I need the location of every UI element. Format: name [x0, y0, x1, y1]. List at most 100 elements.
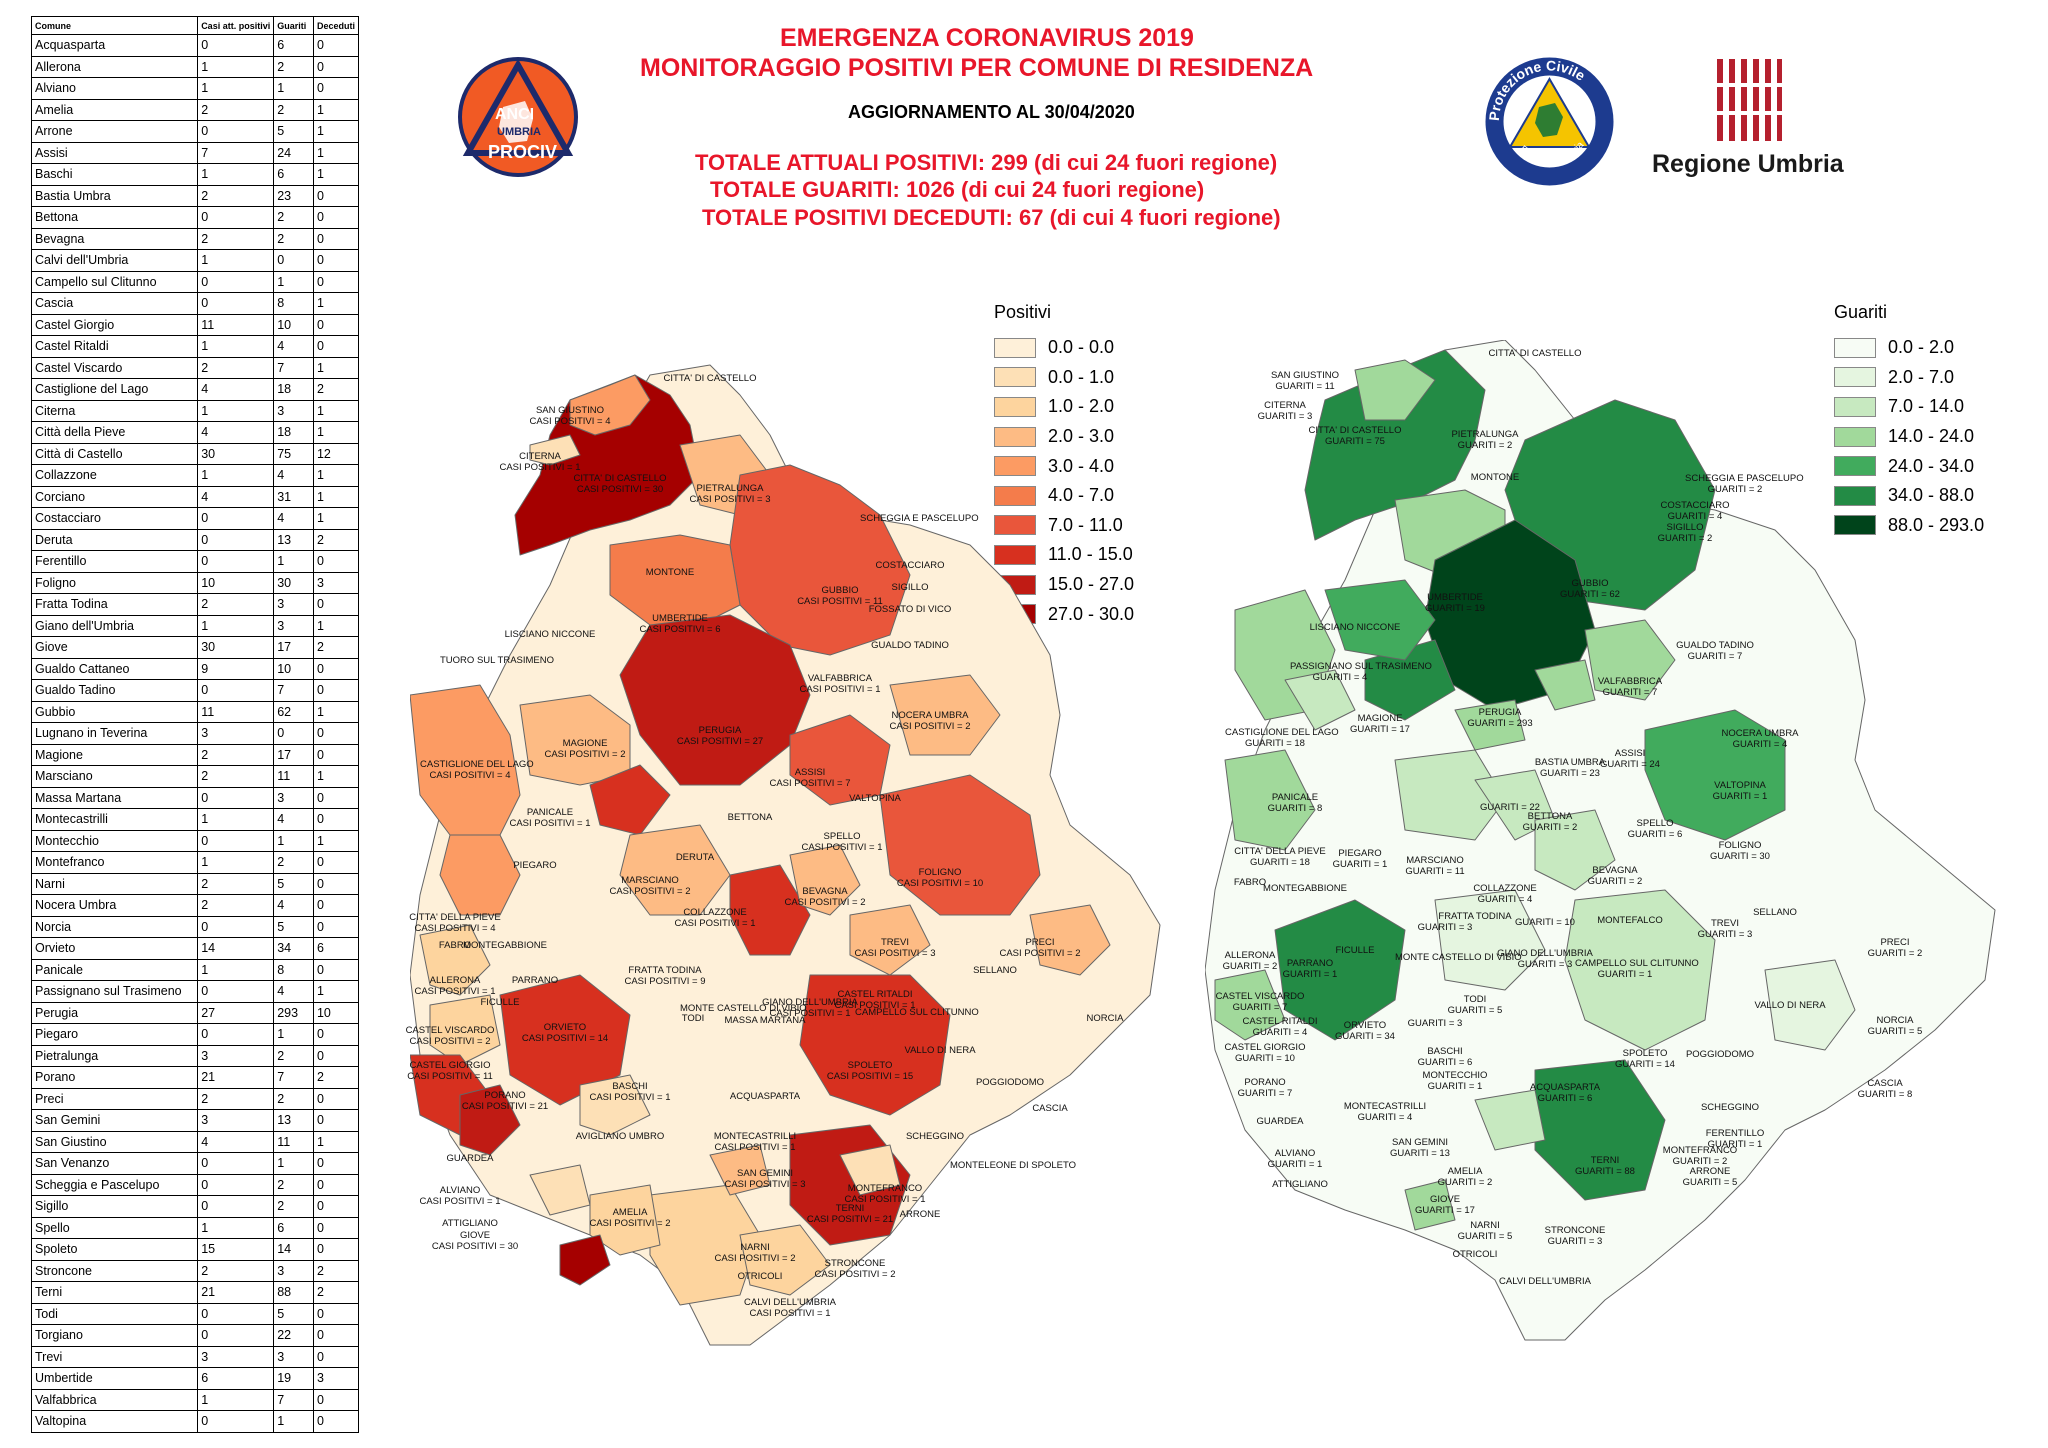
legend-label: 14.0 - 24.0	[1888, 426, 1975, 447]
legend-swatch	[994, 544, 1036, 565]
cell-deceduti: 0	[312, 1345, 360, 1368]
map-label: BASTIA UMBRA	[1534, 757, 1606, 768]
cell-deceduti: 0	[312, 808, 360, 831]
legend-label: 2.0 - 7.0	[1888, 366, 1955, 387]
cell-positivi: 3	[197, 722, 275, 745]
cell-deceduti: 0	[312, 1410, 360, 1433]
table-row: Acquasparta 0 6 0	[30, 34, 360, 57]
legend-swatch	[994, 485, 1036, 506]
cell-comune: Collazzone	[30, 464, 199, 487]
table-row: Foligno 10 30 3	[30, 571, 360, 594]
area-citta-di-castello	[1304, 349, 1486, 541]
cell-guariti: 6	[273, 163, 314, 186]
table-row: Collazzone 1 4 1	[30, 464, 360, 487]
legend-label: 11.0 - 15.0	[1048, 544, 1133, 565]
table-row: Amelia 2 2 1	[30, 98, 360, 121]
map-guariti: CITTA' DI CASTELLO SAN GIUSTINO GUARITI = …	[1204, 339, 2005, 1350]
regione-umbria-name: Regione Umbria	[1652, 150, 1844, 178]
map-label: SAN GEMINI	[737, 1168, 793, 1179]
map-label: GUARITI = 19	[1425, 603, 1485, 614]
map-label: CAMPELLO SUL CLITUNNO	[1575, 958, 1699, 969]
cell-positivi: 21	[197, 1066, 275, 1089]
map-label: MARSCIANO	[621, 875, 679, 886]
map-label: GUARITI = 7	[1687, 651, 1743, 662]
cell-guariti: 1	[273, 1410, 314, 1433]
cell-deceduti: 1	[312, 421, 360, 444]
legend-label: 15.0 - 27.0	[1048, 574, 1135, 595]
cell-positivi: 2	[197, 872, 275, 895]
area-san-gemini	[709, 1144, 771, 1196]
map-label: CASI POSITIVI = 4	[429, 770, 511, 781]
cell-deceduti: 2	[312, 378, 360, 401]
map-label: PASSIGNANO SUL TRASIMENO	[1290, 661, 1432, 672]
cell-comune: Castel Giorgio	[30, 313, 199, 336]
map-label: VALLO DI NERA	[904, 1045, 976, 1056]
map-label: GUARITI = 293	[1467, 718, 1533, 729]
area-citta-della-pieve	[1224, 749, 1316, 851]
map-label: GUARDEA	[446, 1153, 494, 1164]
map-label: GUARITI = 3	[1517, 959, 1573, 970]
map-label: GUARITI = 2	[1437, 1177, 1493, 1188]
cell-deceduti: 0	[312, 1173, 360, 1196]
map-label: TUORO SUL TRASIMENO	[440, 655, 555, 666]
map-label: POGGIODOMO	[975, 1077, 1045, 1088]
map-label: CASTIGLIONE DEL LAGO	[420, 759, 534, 770]
cell-comune: Assisi	[30, 141, 199, 164]
map-label: GIANO DELL'UMBRIA	[762, 997, 858, 1008]
legend-swatch	[1834, 337, 1876, 358]
cell-guariti: 13	[273, 528, 314, 551]
cell-positivi: 30	[197, 636, 275, 659]
map-label: BEVAGNA	[802, 886, 848, 897]
cell-positivi: 0	[197, 1324, 275, 1347]
map-label: GIOVE	[1429, 1194, 1461, 1205]
legend-label: 7.0 - 11.0	[1048, 514, 1123, 535]
cell-comune: Valtopina	[30, 1410, 199, 1433]
cell-positivi: 2	[197, 184, 275, 207]
cell-deceduti: 0	[312, 1216, 360, 1239]
logo-text-umbria: UMBRIA	[497, 126, 541, 138]
map-label: CASCIA	[1032, 1103, 1068, 1114]
map-label: FICULLE	[1335, 945, 1375, 956]
map-label: CASI POSITIVI = 4	[414, 923, 496, 934]
table-row: Castel Viscardo 2 7 1	[30, 356, 360, 379]
legend-swatch	[1834, 456, 1876, 477]
cell-comune: Perugia	[30, 1001, 199, 1024]
cell-guariti: 5	[273, 120, 314, 143]
area-foligno	[1644, 709, 1786, 841]
cell-comune: Deruta	[30, 528, 199, 551]
cell-deceduti: 2	[312, 636, 360, 659]
cell-guariti: 5	[273, 915, 314, 938]
cell-guariti: 5	[273, 1302, 314, 1325]
municipality-table: Comune Casi att. positivi Guariti Decedu…	[30, 16, 360, 1433]
legend-swatch	[1834, 396, 1876, 417]
cell-deceduti: 12	[312, 442, 360, 465]
column-header: Comune	[30, 16, 199, 35]
cell-guariti: 2	[273, 98, 314, 121]
cell-guariti: 1	[273, 270, 314, 293]
cell-positivi: 2	[197, 593, 275, 616]
cell-positivi: 2	[197, 894, 275, 917]
cell-comune: Corciano	[30, 485, 199, 508]
cell-positivi: 2	[197, 1259, 275, 1282]
area-giove	[1404, 1179, 1456, 1231]
cell-comune: Montecchio	[30, 829, 199, 852]
map-label: TERNI	[835, 1203, 865, 1214]
map-label: PRECI	[1880, 937, 1910, 948]
cell-guariti: 31	[273, 485, 314, 508]
table-row: Cascia 0 8 1	[30, 292, 360, 315]
legend-item: 1.0 - 2.0	[994, 392, 1134, 422]
cell-positivi: 3	[197, 1109, 275, 1132]
cell-comune: Gubbio	[30, 700, 199, 723]
cell-guariti: 1	[273, 550, 314, 573]
cell-comune: Narni	[30, 872, 199, 895]
cell-guariti: 3	[273, 399, 314, 422]
map-label: VALLO DI NERA	[1754, 1000, 1826, 1011]
map-label: MONTECCHIO	[1422, 1070, 1488, 1081]
cell-positivi: 1	[197, 399, 275, 422]
cell-guariti: 2	[273, 55, 314, 78]
cell-guariti: 2	[273, 1195, 314, 1218]
map-label: GUARITI = 88	[1575, 1166, 1635, 1177]
cell-positivi: 1	[197, 464, 275, 487]
map-label: GUARITI = 62	[1560, 589, 1620, 600]
map-label: CASTEL GIORGIO	[409, 1060, 491, 1071]
